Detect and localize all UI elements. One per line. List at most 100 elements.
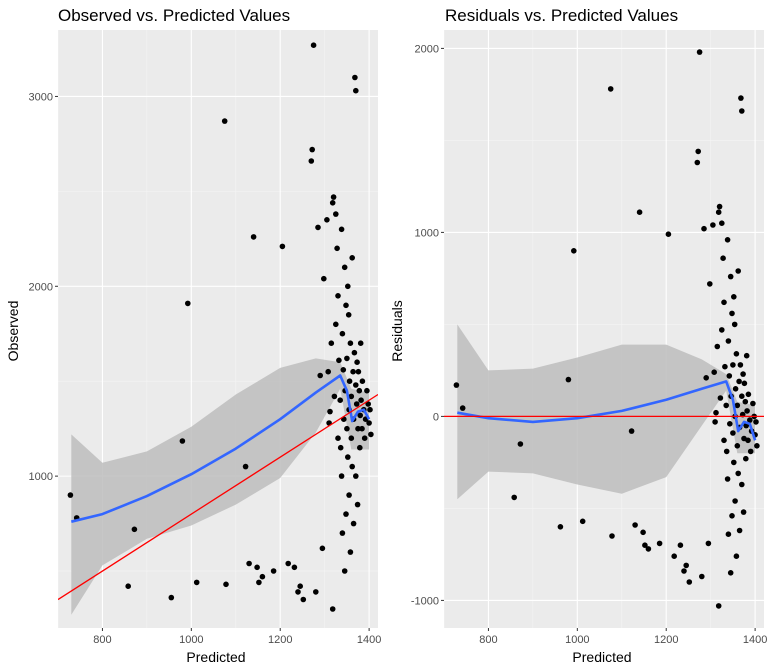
data-point (356, 387, 363, 394)
data-point (726, 373, 733, 379)
data-point (348, 435, 355, 442)
y-axis-label-residuals: Residuals (389, 300, 405, 361)
smooth-fit-line (70, 374, 371, 523)
data-point (349, 463, 356, 470)
data-point (319, 545, 326, 552)
data-point (223, 581, 229, 588)
data-point (185, 300, 191, 307)
data-point (733, 553, 740, 559)
y-tick-label: 2000 (415, 43, 439, 55)
x-tick-label: 800 (479, 634, 497, 646)
data-point (338, 473, 345, 479)
data-point (724, 237, 731, 243)
data-point (714, 343, 721, 350)
data-point (725, 338, 732, 344)
data-point (338, 226, 345, 233)
data-point (724, 476, 731, 482)
data-point (313, 589, 319, 595)
data-point (453, 382, 460, 388)
data-point (717, 395, 724, 401)
data-point (353, 382, 359, 388)
data-point (355, 425, 361, 432)
data-point (705, 540, 712, 547)
data-point (351, 349, 358, 356)
data-point (459, 405, 466, 411)
data-point (745, 391, 752, 398)
data-point (740, 509, 747, 515)
data-point (359, 378, 366, 385)
data-point (354, 501, 361, 508)
data-point (735, 268, 741, 274)
data-point (329, 200, 336, 206)
data-point (712, 419, 718, 425)
data-point (683, 562, 689, 569)
data-point (353, 87, 359, 94)
data-point (721, 299, 727, 306)
data-point (67, 492, 74, 498)
data-point (742, 398, 749, 405)
data-point (345, 454, 351, 460)
data-point (364, 387, 370, 394)
data-point (359, 425, 365, 432)
data-point (295, 589, 301, 595)
data-point (357, 412, 364, 419)
data-point (754, 443, 760, 449)
data-point (628, 428, 635, 434)
data-point (353, 401, 360, 407)
data-point (722, 363, 728, 370)
plot-area (58, 30, 378, 628)
data-point (349, 254, 356, 261)
data-point (701, 225, 707, 232)
data-point (739, 108, 745, 114)
data-point (334, 245, 340, 252)
data-point (729, 310, 735, 317)
chart-title-observed: Observed vs. Predicted Values (58, 6, 290, 25)
data-point (632, 522, 638, 528)
data-point (731, 321, 738, 328)
data-point (681, 568, 687, 574)
data-point (354, 359, 360, 366)
data-point (333, 321, 339, 328)
y-tick-label: 1000 (415, 227, 439, 239)
data-point (727, 273, 734, 280)
data-point (221, 118, 228, 124)
data-point (744, 408, 750, 414)
data-point (337, 444, 344, 451)
data-point (699, 573, 705, 580)
data-point (721, 437, 727, 444)
data-point (343, 511, 349, 517)
data-point (193, 579, 200, 586)
data-point (729, 513, 735, 519)
x-tick-label: 1000 (179, 634, 203, 646)
y-tick-label: 1000 (29, 471, 53, 483)
x-tick-label: 1400 (743, 634, 767, 646)
data-point (168, 594, 175, 601)
data-point (345, 312, 352, 318)
data-point (355, 368, 362, 375)
data-point (335, 293, 341, 299)
data-point (713, 409, 719, 416)
data-point (358, 397, 364, 404)
confidence-ribbon (71, 358, 370, 615)
data-point (739, 393, 745, 400)
data-point (300, 596, 307, 603)
data-point (353, 473, 359, 479)
data-point (291, 564, 298, 571)
data-point (242, 463, 249, 470)
data-point (750, 400, 756, 407)
data-point (716, 203, 723, 210)
data-point (357, 444, 363, 451)
data-point (736, 378, 742, 385)
data-point (317, 372, 324, 379)
data-point (517, 441, 524, 447)
data-point (344, 425, 350, 432)
data-point (347, 340, 354, 347)
data-point (321, 275, 327, 282)
data-point (337, 397, 344, 404)
data-point (723, 402, 729, 409)
data-point (341, 568, 348, 574)
data-point (695, 148, 701, 155)
data-point (723, 448, 730, 455)
data-point (737, 362, 744, 368)
